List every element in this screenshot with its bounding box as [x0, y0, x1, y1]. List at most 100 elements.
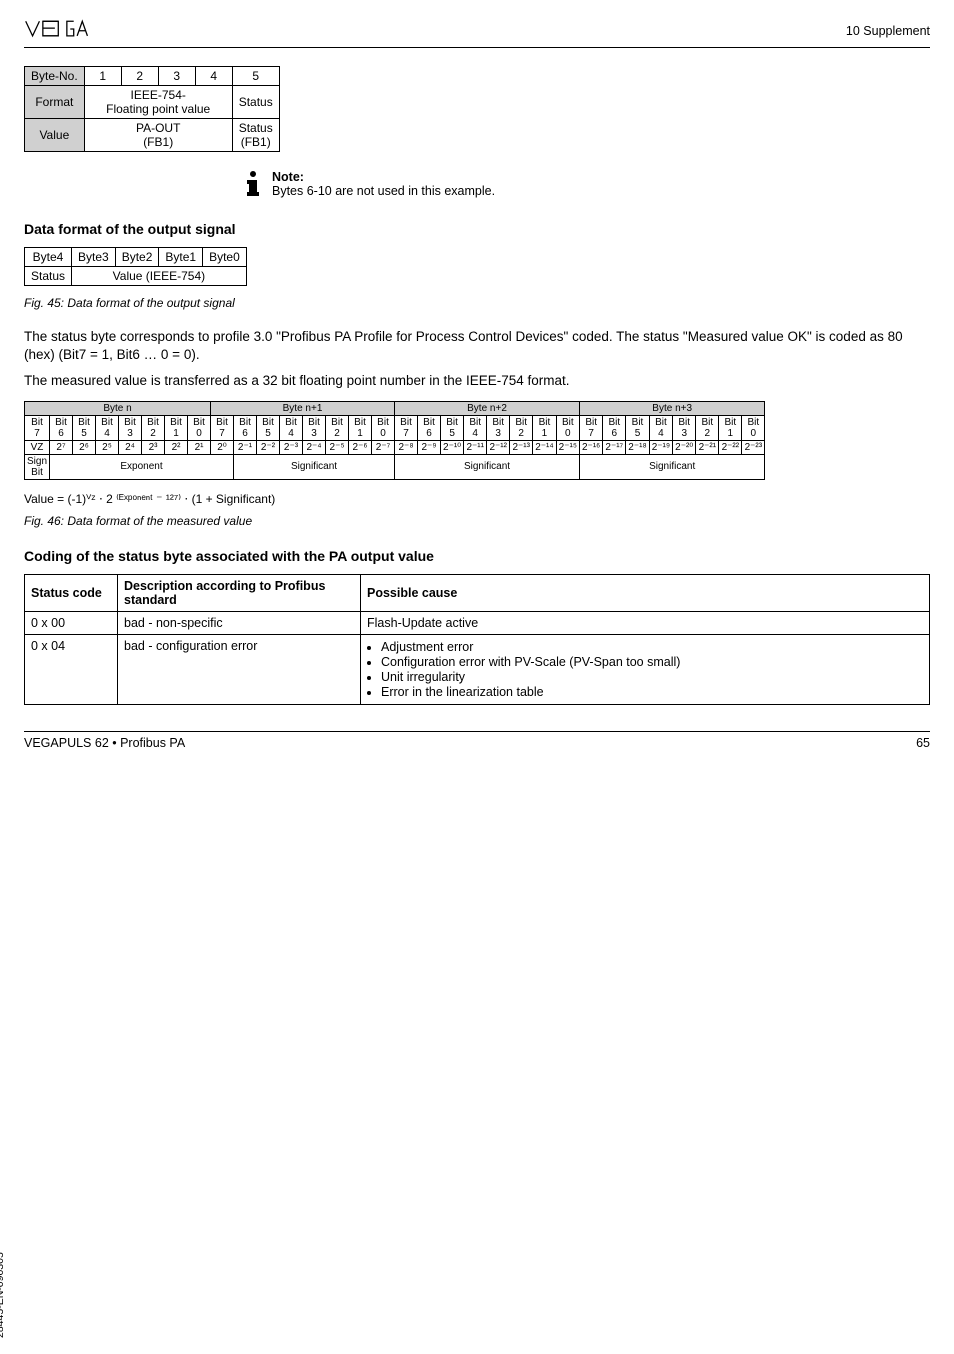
cell: Byte3 — [72, 248, 116, 267]
val-cell: VZ — [25, 440, 50, 454]
bit-cell: Bit3 — [487, 415, 510, 440]
label: Significant — [234, 454, 395, 479]
bit-cell: Bit7 — [25, 415, 50, 440]
val-cell: 2⁻²⁰ — [673, 440, 696, 454]
cell: Status (FB1) — [232, 119, 279, 152]
formula: Value = (-1)ⱽᶻ ⋅ 2 ⁽ᴱˣᵖᵒⁿᵉⁿᵗ ⁻ ¹²⁷⁾ ⋅ (1… — [24, 492, 930, 506]
paragraph: The status byte corresponds to profile 3… — [24, 328, 930, 364]
val-cell: 2⁻¹⁶ — [580, 440, 603, 454]
bit-cell: Bit1 — [533, 415, 556, 440]
val-cell: 2⁻⁹ — [418, 440, 441, 454]
val-cell: 2³ — [142, 440, 165, 454]
col-header: Possible cause — [361, 574, 930, 611]
figure-caption-46: Fig. 46: Data format of the measured val… — [24, 514, 930, 528]
note-title: Note: — [272, 170, 495, 184]
cell: 3 — [158, 67, 195, 86]
val-cell: 2⁻¹² — [487, 440, 510, 454]
bit-cell: Bit2 — [142, 415, 165, 440]
cell: Adjustment error Configuration error wit… — [361, 634, 930, 704]
byte-header: Byte n+2 — [395, 401, 580, 415]
bit-cell: Bit5 — [441, 415, 464, 440]
section-header: 10 Supplement — [846, 24, 930, 38]
val-cell: 2⁻² — [257, 440, 280, 454]
cell: bad - configuration error — [118, 634, 361, 704]
bit-cell: Bit3 — [303, 415, 326, 440]
val-cell: 2⁻²¹ — [696, 440, 719, 454]
side-code: 28445-EN-090305 — [0, 1252, 6, 1338]
paragraph: The measured value is transferred as a 3… — [24, 372, 930, 390]
bit-cell: Bit7 — [580, 415, 603, 440]
bit-cell: Bit0 — [742, 415, 765, 440]
val-cell: 2⁻¹³ — [510, 440, 533, 454]
val-cell: 2⁻⁸ — [395, 440, 418, 454]
bit-cell: Bit3 — [673, 415, 696, 440]
cell: 4 — [195, 67, 232, 86]
cell: bad - non-specific — [118, 611, 361, 634]
figure-caption-45: Fig. 45: Data format of the output signa… — [24, 296, 930, 310]
footer-right: 65 — [916, 736, 930, 750]
heading-coding: Coding of the status byte associated wit… — [24, 548, 930, 564]
bit-cell: Bit6 — [50, 415, 73, 440]
bit-cell: Bit3 — [119, 415, 142, 440]
bit-cell: Bit1 — [719, 415, 742, 440]
list-item: Error in the linearization table — [381, 685, 923, 699]
bit-cell: Bit7 — [395, 415, 418, 440]
bit-cell: Bit2 — [326, 415, 349, 440]
cell: 0 x 04 — [25, 634, 118, 704]
output-signal-table: Byte4Byte3Byte2Byte1Byte0 StatusValue (I… — [24, 247, 247, 286]
footer-left: VEGAPULS 62 • Profibus PA — [24, 736, 185, 750]
bit-cell: Bit2 — [510, 415, 533, 440]
val-cell: 2⁴ — [119, 440, 142, 454]
cell: 0 x 00 — [25, 611, 118, 634]
label: Significant — [395, 454, 580, 479]
cell: Value — [25, 119, 85, 152]
info-icon — [244, 170, 262, 201]
label: Exponent — [50, 454, 234, 479]
val-cell: 2⁻¹⁰ — [441, 440, 464, 454]
cell: Byte1 — [159, 248, 203, 267]
cell: Byte0 — [203, 248, 247, 267]
bit-cell: Bit5 — [73, 415, 96, 440]
cell: Value (IEEE-754) — [72, 267, 247, 286]
val-cell: 2⁻¹⁷ — [603, 440, 626, 454]
val-cell: 2⁻¹⁵ — [556, 440, 579, 454]
val-cell: 2⁻¹¹ — [464, 440, 487, 454]
cell: Byte-No. — [25, 67, 85, 86]
cell: Format — [25, 86, 85, 119]
bit-cell: Bit0 — [372, 415, 395, 440]
cell: 2 — [121, 67, 158, 86]
bit-cell: Bit4 — [649, 415, 672, 440]
bit-cell: Bit7 — [211, 415, 234, 440]
bit-cell: Bit6 — [234, 415, 257, 440]
label: Sign Bit — [25, 454, 50, 479]
val-cell: 2⁻²² — [719, 440, 742, 454]
bit-cell: Bit4 — [96, 415, 119, 440]
status-byte-coding-table: Status codeDescription according to Prof… — [24, 574, 930, 705]
cell: Byte4 — [25, 248, 72, 267]
val-cell: 2⁵ — [96, 440, 119, 454]
val-cell: 2⁻¹⁹ — [649, 440, 672, 454]
bit-cell: Bit6 — [603, 415, 626, 440]
cell: Flash-Update active — [361, 611, 930, 634]
val-cell: 2⁻¹⁸ — [626, 440, 649, 454]
val-cell: 2⁰ — [211, 440, 234, 454]
val-cell: 2² — [165, 440, 188, 454]
cell: PA-OUT (FB1) — [84, 119, 232, 152]
vega-logo — [24, 18, 144, 43]
label: Significant — [580, 454, 765, 479]
list-item: Configuration error with PV-Scale (PV-Sp… — [381, 655, 923, 669]
list-item: Adjustment error — [381, 640, 923, 654]
bit-cell: Bit2 — [696, 415, 719, 440]
val-cell: 2⁶ — [73, 440, 96, 454]
val-cell: 2⁻¹ — [234, 440, 257, 454]
byte-header: Byte n — [25, 401, 211, 415]
cell: 1 — [84, 67, 121, 86]
val-cell: 2¹ — [188, 440, 211, 454]
bit-cell: Bit1 — [165, 415, 188, 440]
cell: Status — [25, 267, 72, 286]
cell: Byte2 — [115, 248, 159, 267]
bit-cell: Bit1 — [349, 415, 372, 440]
cell: IEEE-754- Floating point value — [84, 86, 232, 119]
val-cell: 2⁻¹⁴ — [533, 440, 556, 454]
col-header: Status code — [25, 574, 118, 611]
